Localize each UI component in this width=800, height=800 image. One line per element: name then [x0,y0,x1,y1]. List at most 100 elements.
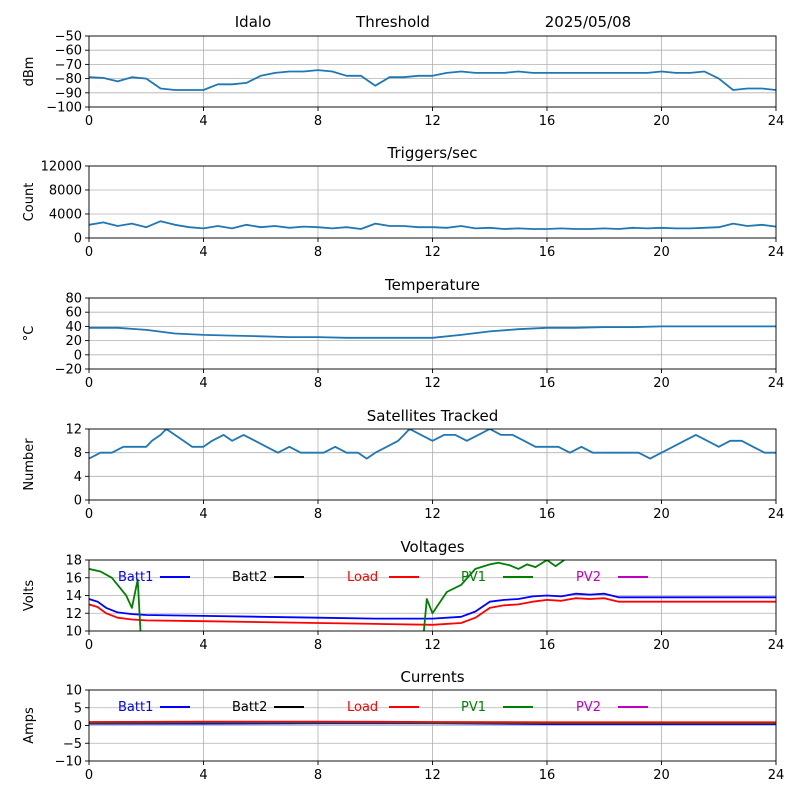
temperature-ytick-label: 60 [65,306,82,321]
currents-ytick-label: 10 [65,684,82,699]
temperature-xtick-label: 12 [424,376,441,391]
voltages-xtick-label: 12 [424,638,441,653]
signal-ytick-label: −100 [46,101,82,116]
temperature-series-group [89,325,776,339]
signal-xtick-label: 8 [314,114,322,129]
voltages-series-group [89,560,776,631]
satellites-xtick-label: 12 [424,507,441,522]
voltages-panel: 0 4 8 12 16 20 24 10 12 14 16 18 Voltages Volts Batt1 B… [22,538,784,653]
voltages-ytick-label: 18 [65,554,82,569]
currents-load-line-2 [89,720,776,724]
triggers-ytick-label: 0 [74,232,82,247]
currents-legend-pv1-label: PV1 [461,700,486,715]
voltages-ytick-label: 10 [65,625,82,640]
triggers-ytick-label: 4000 [49,208,82,223]
voltages-xtick-label: 8 [314,638,322,653]
triggers-panel: 0 4 8 12 16 20 24 0 4000 8000 12000 Triggers/sec Cou… [22,144,784,260]
figure-mode-label: Threshold [355,13,430,31]
voltages-legend-load-label: Load [347,570,378,585]
temperature-series-line-0 [89,325,776,339]
signal-xtick-label: 20 [653,114,670,129]
currents-ylabel: Amps [22,707,37,744]
currents-legend-pv2-label: PV2 [576,700,601,715]
satellites-ylabel: Number [22,438,37,491]
temperature-title: Temperature [384,276,480,294]
satellites-xtick-label: 4 [199,507,207,522]
satellites-xtick-label: 16 [539,507,556,522]
temperature-xtick-label: 16 [539,376,556,391]
signal-xtick-label: 0 [85,114,93,129]
temperature-xtick-label: 0 [85,376,93,391]
signal-ytick-label: −70 [55,58,82,73]
voltages-legend-pv1-label: PV1 [461,570,486,585]
triggers-ytick-label: 8000 [49,184,82,199]
satellites-ytick-label: 8 [74,446,82,461]
voltages-xtick-label: 0 [85,638,93,653]
satellites-ytick-label: 12 [65,423,82,438]
signal-ytick-label: −80 [55,72,82,87]
triggers-xtick-label: 12 [424,245,441,260]
temperature-ytick-label: 0 [74,348,82,363]
satellites-series-line-0 [89,429,776,460]
satellites-xtick-label: 20 [653,507,670,522]
currents-legend-batt2-label: Batt2 [232,700,267,715]
figure-station-label: Idalo [235,13,271,31]
triggers-xtick-label: 20 [653,245,670,260]
temperature-ylabel: °C [22,326,37,342]
signal-xtick-label: 24 [768,114,785,129]
voltages-legend-batt2-label: Batt2 [232,570,267,585]
signal-xtick-label: 12 [424,114,441,129]
triggers-xtick-label: 0 [85,245,93,260]
temperature-ytick-label: −20 [55,363,82,378]
satellites-title: Satellites Tracked [367,407,498,425]
signal-ylabel: dBm [22,57,37,87]
signal-xtick-label: 16 [539,114,556,129]
voltages-title: Voltages [400,538,464,556]
voltages-xtick-label: 16 [539,638,556,653]
voltages-ytick-label: 16 [65,571,82,586]
temperature-ytick-label: 80 [65,292,82,307]
currents-xtick-label: 12 [424,768,441,783]
triggers-ylabel: Count [22,183,37,222]
currents-xtick-label: 8 [314,768,322,783]
temperature-ytick-label: 20 [65,334,82,349]
figure-date-label: 2025/05/08 [545,13,631,31]
triggers-xtick-label: 8 [314,245,322,260]
currents-ytick-label: −5 [63,737,82,752]
triggers-xtick-label: 4 [199,245,207,260]
signal-ytick-label: −50 [55,30,82,45]
signal-xtick-label: 4 [199,114,207,129]
satellites-xtick-label: 0 [85,507,93,522]
currents-legend-load-label: Load [347,700,378,715]
triggers-series-line-0 [89,220,776,230]
voltages-xtick-label: 20 [653,638,670,653]
currents-legend-batt1-label: Batt1 [118,700,153,715]
currents-ytick-label: 5 [74,701,82,716]
currents-panel: 0 4 8 12 16 20 24 −10 −5 0 5 10 Currents Amps Batt1 Bat… [22,668,784,783]
triggers-ytick-label: 12000 [41,160,82,175]
temperature-xtick-label: 4 [199,376,207,391]
triggers-series-group [89,220,776,230]
temperature-xtick-label: 24 [768,376,785,391]
satellites-xtick-label: 24 [768,507,785,522]
voltages-ytick-label: 14 [65,589,82,604]
currents-title: Currents [400,668,464,686]
currents-xtick-label: 20 [653,768,670,783]
signal-ytick-label: −90 [55,86,82,101]
currents-xtick-label: 24 [768,768,785,783]
voltages-load-line-1 [89,597,776,626]
temperature-xtick-label: 8 [314,376,322,391]
voltages-xtick-label: 24 [768,638,785,653]
temperature-ytick-label: 40 [65,320,82,335]
voltages-pv1-line-3 [423,560,565,631]
satellites-panel: 0 4 8 12 16 20 24 0 4 8 12 Satellites Tracked Number [22,407,784,522]
currents-ytick-label: −10 [55,755,82,770]
voltages-legend-batt1-label: Batt1 [118,570,153,585]
signal-series-group [89,69,776,91]
currents-xtick-label: 0 [85,768,93,783]
triggers-xtick-label: 16 [539,245,556,260]
currents-series-group [89,720,776,725]
